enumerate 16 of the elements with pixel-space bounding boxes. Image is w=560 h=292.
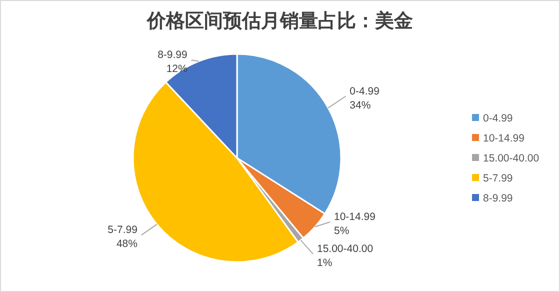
- legend-label: 10-14.99: [483, 132, 525, 144]
- data-label: 1%: [317, 256, 332, 269]
- slice-label: 8-9.99: [158, 49, 188, 61]
- data-label: 48%: [116, 238, 138, 250]
- slice-label: 15.00-40.00: [317, 242, 374, 255]
- data-label: 5%: [334, 224, 350, 237]
- slice-label: 5-7.99: [108, 224, 138, 236]
- legend-label: 8-9.99: [483, 192, 513, 204]
- legend-label: 5-7.99: [483, 172, 513, 184]
- slice-label: 0-4.99: [350, 85, 380, 98]
- legend-label: 15.00-40.00: [483, 152, 540, 164]
- slice-label: 10-14.99: [334, 210, 376, 223]
- chart-title: 价格区间预估月销量占比：美金: [146, 10, 413, 32]
- legend-label: 0-4.99: [483, 112, 513, 124]
- data-label: 34%: [350, 99, 371, 112]
- data-label: 12%: [166, 63, 188, 75]
